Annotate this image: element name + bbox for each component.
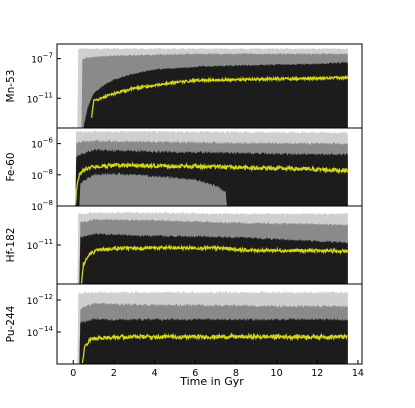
x-tick-label: 14 <box>352 368 364 379</box>
x-tick-label: 12 <box>311 368 323 379</box>
series-mid_band-1-3 <box>79 172 227 206</box>
x-tick-label: 0 <box>70 368 76 379</box>
x-axis-label: Time in Gyr <box>179 375 244 388</box>
y-tick-label: 10−14 <box>27 325 54 339</box>
series-median_line-3 <box>81 332 348 364</box>
y-tick-label: 10−8 <box>31 199 53 213</box>
y-tick-label: 10−8 <box>31 168 53 182</box>
y-tick-label: 10−11 <box>27 91 53 105</box>
plot-area <box>77 47 349 128</box>
plot-area <box>74 130 349 206</box>
series-median_line-0 <box>90 74 349 118</box>
y-tick-label: 10−7 <box>31 52 53 66</box>
x-tick-label: 10 <box>271 368 283 379</box>
x-tick-label: 6 <box>192 368 198 379</box>
x-axis: 0 2 4 6 8 10 12 14 <box>70 360 364 379</box>
panel-frame <box>56 283 363 365</box>
panel-mn-53: 10−7 10−11 Mn-53 <box>5 43 363 129</box>
panel-hf-182: 10−8 10−11 Hf-182 <box>5 199 363 285</box>
y-tick-label: 10−12 <box>27 293 53 307</box>
series-dark_band-2-2 <box>79 232 348 284</box>
x-tick-label: 8 <box>233 368 239 379</box>
y-axis-label-3: Pu-244 <box>5 305 17 342</box>
y-axis-label-1: Fe-60 <box>5 152 17 181</box>
panels-group: 10−7 10−11 Mn-53 10−6 10−8 Fe-60 10−8 10−11 Hf-1… <box>5 43 363 365</box>
y-axis-label-2: Hf-182 <box>5 228 17 263</box>
x-tick-label: 4 <box>152 368 158 379</box>
y-axis-label-0: Mn-53 <box>5 70 17 103</box>
panel-pu-244: 10−12 10−14 Pu-244 <box>5 283 363 365</box>
x-tick-label: 2 <box>111 368 117 379</box>
series-median_line-2 <box>80 244 349 284</box>
plot-area <box>77 290 348 364</box>
plot-area <box>77 211 349 284</box>
series-dark_band-3-2 <box>79 318 348 364</box>
panel-fe-60: 10−6 10−8 Fe-60 <box>5 127 363 207</box>
y-tick-label: 10−11 <box>27 238 53 252</box>
series-median_line-1 <box>74 161 349 206</box>
y-tick-label: 10−6 <box>31 137 53 151</box>
